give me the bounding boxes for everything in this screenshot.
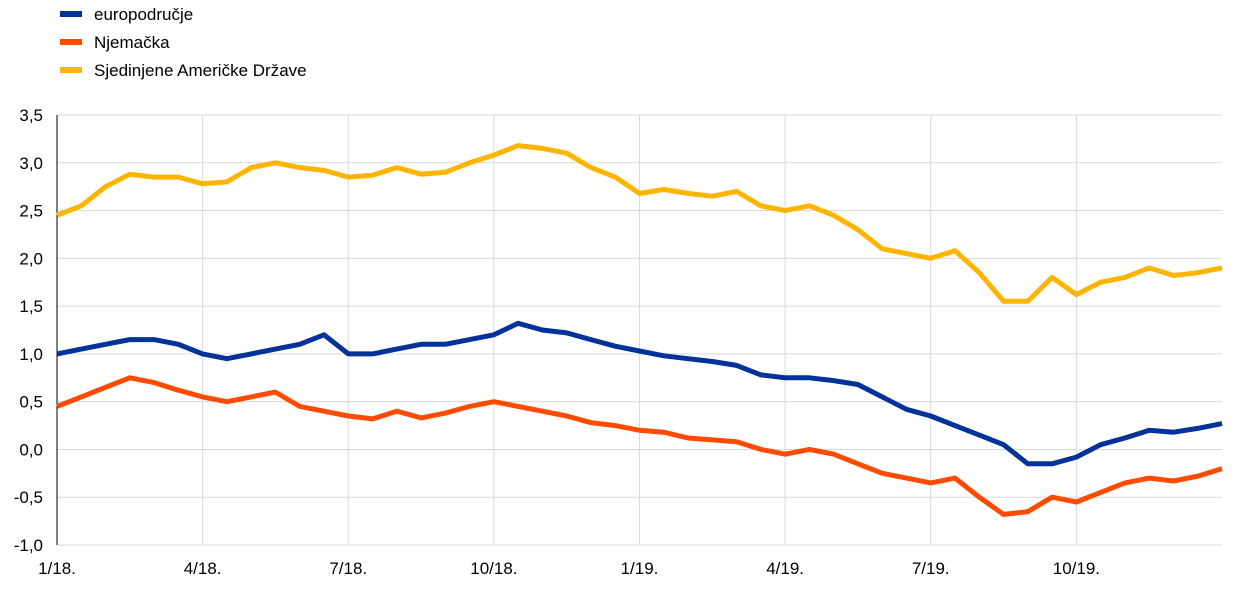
legend-swatch <box>60 67 82 73</box>
y-tick-label: 0,5 <box>19 393 43 412</box>
y-tick-label: 3,5 <box>19 106 43 125</box>
y-tick-label: 3,0 <box>19 154 43 173</box>
x-tick-label: 1/19. <box>621 559 659 578</box>
x-tick-label: 7/19. <box>912 559 950 578</box>
legend-swatch <box>60 11 82 17</box>
legend-label: Njemačka <box>94 33 170 52</box>
y-tick-label: 2,0 <box>19 249 43 268</box>
series-line <box>56 143 1223 304</box>
y-tick-label: 1,5 <box>19 297 43 316</box>
x-tick-label: 7/18. <box>329 559 367 578</box>
x-tick-label: 10/19. <box>1053 559 1100 578</box>
x-tick-label: 4/18. <box>184 559 222 578</box>
series-line <box>56 375 1223 517</box>
legend-label: europodručje <box>94 5 193 24</box>
y-tick-label: 0,0 <box>19 440 43 459</box>
x-tick-label: 10/18. <box>470 559 517 578</box>
x-tick-label: 1/18. <box>38 559 76 578</box>
x-tick-label: 4/19. <box>766 559 804 578</box>
y-tick-label: 1,0 <box>19 345 43 364</box>
series-line <box>56 320 1223 467</box>
y-tick-label: 2,5 <box>19 202 43 221</box>
legend-label: Sjedinjene Američke Države <box>94 61 307 80</box>
legend-swatch <box>60 39 82 45</box>
y-tick-label: -0,5 <box>14 488 43 507</box>
y-tick-label: -1,0 <box>14 536 43 555</box>
